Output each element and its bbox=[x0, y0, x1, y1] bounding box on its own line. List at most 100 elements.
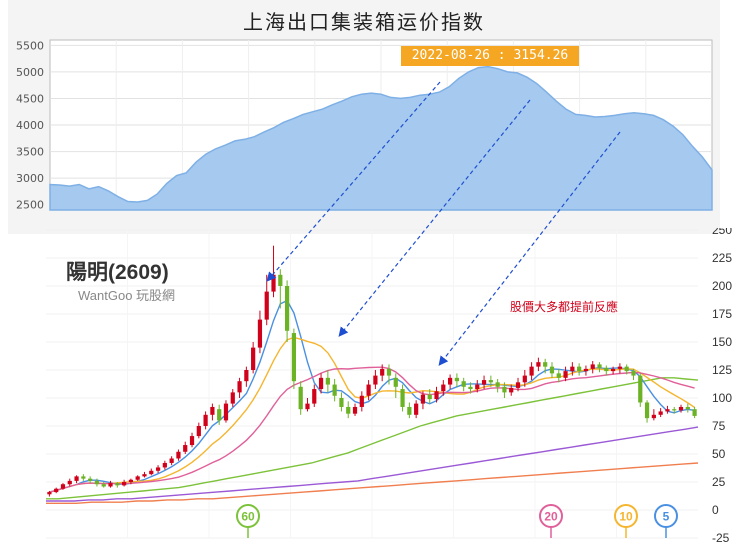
y-tick-label: 50 bbox=[712, 447, 726, 461]
candle-body bbox=[366, 384, 371, 396]
y-tick-label: 200 bbox=[712, 279, 732, 293]
candle-body bbox=[570, 366, 575, 372]
watermark-text: WantGoo 玩股網 bbox=[78, 288, 176, 303]
candle-body bbox=[543, 362, 548, 367]
candle-body bbox=[644, 402, 650, 419]
candle-body bbox=[318, 377, 324, 390]
y-tick-label: 175 bbox=[712, 307, 732, 321]
candle-body bbox=[210, 406, 215, 415]
candle-body bbox=[590, 364, 595, 369]
ma-badge-circle bbox=[236, 504, 260, 528]
candle-body bbox=[685, 406, 690, 410]
candle-body bbox=[176, 451, 181, 459]
candle-body bbox=[658, 411, 663, 415]
candle-body bbox=[312, 389, 317, 404]
candle-body bbox=[237, 381, 242, 393]
candle-body bbox=[386, 368, 392, 376]
candle-body bbox=[488, 380, 493, 383]
ma-badge-label: 20 bbox=[544, 510, 558, 524]
ma-line-ma60 bbox=[46, 377, 699, 500]
candle-body bbox=[47, 492, 52, 495]
candle-body bbox=[74, 476, 79, 481]
y-tick-label: 250 bbox=[712, 228, 732, 237]
y-tick-label: 0 bbox=[712, 503, 719, 517]
y-tick-label: 25 bbox=[712, 475, 726, 489]
candle-body bbox=[94, 480, 100, 485]
candle-body bbox=[230, 392, 235, 404]
y-tick-label: 2500 bbox=[16, 199, 44, 212]
candle-body bbox=[169, 458, 174, 463]
candle-body bbox=[495, 382, 500, 387]
candle-body bbox=[502, 386, 507, 393]
candle-body bbox=[515, 382, 521, 388]
y-tick-label: 100 bbox=[712, 391, 732, 405]
candle-body bbox=[638, 375, 643, 403]
candle-body bbox=[549, 366, 555, 374]
candle-body bbox=[400, 389, 405, 407]
candle-body bbox=[692, 409, 697, 416]
ma-line-ma240 bbox=[46, 462, 699, 504]
y-tick-label: 4500 bbox=[16, 92, 44, 105]
candle-body bbox=[101, 484, 106, 487]
y-tick-label: 5500 bbox=[16, 39, 44, 52]
y-tick-label: 125 bbox=[712, 363, 732, 377]
ma-badge-label: 5 bbox=[663, 510, 670, 524]
y-tick-label: 150 bbox=[712, 335, 732, 349]
candle-body bbox=[522, 375, 527, 383]
ma-badge-circle bbox=[539, 504, 563, 528]
candle-body bbox=[305, 403, 310, 410]
candle-body bbox=[461, 381, 466, 387]
candle-body bbox=[60, 484, 66, 489]
stock-ticker-label: 陽明(2609) bbox=[66, 261, 169, 284]
candle-body bbox=[115, 483, 120, 486]
candle-body bbox=[563, 371, 568, 378]
chart-title: 上海出口集装箱运价指数 bbox=[243, 10, 485, 34]
candle-body bbox=[244, 370, 249, 382]
candle-body bbox=[617, 366, 623, 369]
candle-body bbox=[380, 368, 385, 376]
candle-body bbox=[162, 462, 167, 468]
candle-body bbox=[441, 384, 446, 392]
candle-body bbox=[54, 488, 59, 493]
candle-body bbox=[420, 394, 426, 404]
candle-body bbox=[393, 377, 398, 387]
candle-body bbox=[529, 366, 534, 376]
candle-body bbox=[624, 366, 629, 372]
candle-body bbox=[583, 368, 589, 372]
candle-body bbox=[536, 362, 541, 367]
candle-body bbox=[427, 394, 432, 400]
candle-body bbox=[217, 409, 222, 421]
candle-body bbox=[183, 445, 188, 452]
candle-body bbox=[257, 319, 263, 348]
candle-body bbox=[610, 368, 616, 372]
candle-body bbox=[651, 414, 656, 419]
candle-body bbox=[434, 391, 439, 400]
candle-body bbox=[665, 409, 670, 412]
candle-body bbox=[291, 333, 297, 382]
candle-body bbox=[373, 375, 378, 385]
candle-body bbox=[332, 384, 337, 396]
candle-body bbox=[325, 377, 330, 385]
candle-body bbox=[271, 274, 276, 292]
candle-body bbox=[108, 483, 113, 487]
stock-price-panel: -25 0 25 50 75 100 125 150 175 200 225 250 60 20 10 5 陽… bbox=[0, 228, 740, 548]
candle-body bbox=[67, 480, 72, 485]
ma-badge-circle bbox=[614, 504, 638, 528]
candle-body bbox=[223, 403, 229, 421]
candle-body bbox=[604, 367, 609, 372]
y-tick-label: 5000 bbox=[16, 66, 44, 79]
candle-body bbox=[414, 403, 419, 415]
ma-line-20 bbox=[49, 366, 695, 493]
candle-body bbox=[278, 274, 283, 286]
candle-body bbox=[128, 479, 134, 482]
candle-body bbox=[196, 426, 201, 437]
candle-body bbox=[407, 406, 412, 415]
y-tick-label: 3000 bbox=[16, 172, 44, 185]
candle-body bbox=[577, 366, 582, 372]
freight-index-panel: 2500 3000 3500 4000 4500 5000 5500 上海出口集装箱运价指数… bbox=[8, 0, 720, 234]
candle-body bbox=[339, 398, 344, 407]
candle-body bbox=[556, 373, 561, 378]
candle-body bbox=[359, 395, 364, 407]
candle-body bbox=[475, 384, 480, 390]
candle-body bbox=[155, 467, 161, 471]
